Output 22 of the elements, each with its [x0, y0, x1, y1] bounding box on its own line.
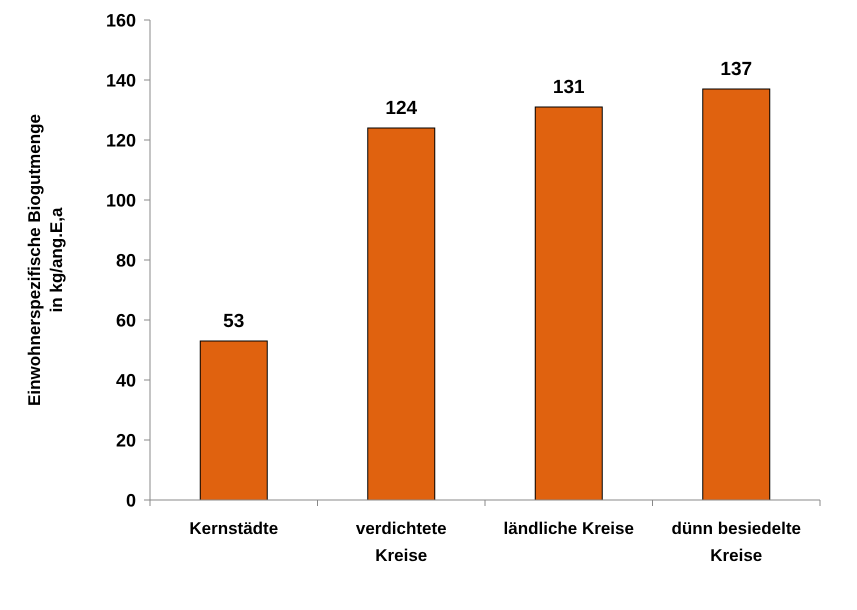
data-label: 124	[385, 98, 418, 119]
x-tick-label: verdichtete Kreise	[356, 519, 447, 565]
y-tick-label: 160	[106, 10, 136, 30]
x-tick-label: Kernstädte	[189, 519, 278, 538]
y-tick-label: 20	[116, 430, 136, 450]
y-tick-label: 120	[106, 130, 136, 150]
bar	[702, 88, 770, 500]
y-tick-label: 60	[116, 310, 136, 330]
x-tick-label: ländliche Kreise	[504, 519, 634, 538]
bar	[367, 128, 436, 500]
y-axis-title: Einwohnerspezifische Biogutmenge in kg/ang.E,a	[25, 114, 66, 406]
data-label: 137	[720, 59, 752, 80]
bar	[200, 340, 268, 500]
y-tick-label: 80	[116, 250, 136, 270]
y-tick-label: 140	[106, 70, 136, 90]
y-tick-label: 0	[126, 490, 136, 510]
x-tick-label: dünn besiedelte Kreise	[672, 519, 801, 565]
y-tick-label: 100	[106, 190, 136, 210]
bar	[534, 106, 603, 500]
data-label: 131	[552, 77, 586, 98]
y-tick-label: 40	[116, 370, 136, 390]
data-label: 53	[223, 311, 244, 332]
